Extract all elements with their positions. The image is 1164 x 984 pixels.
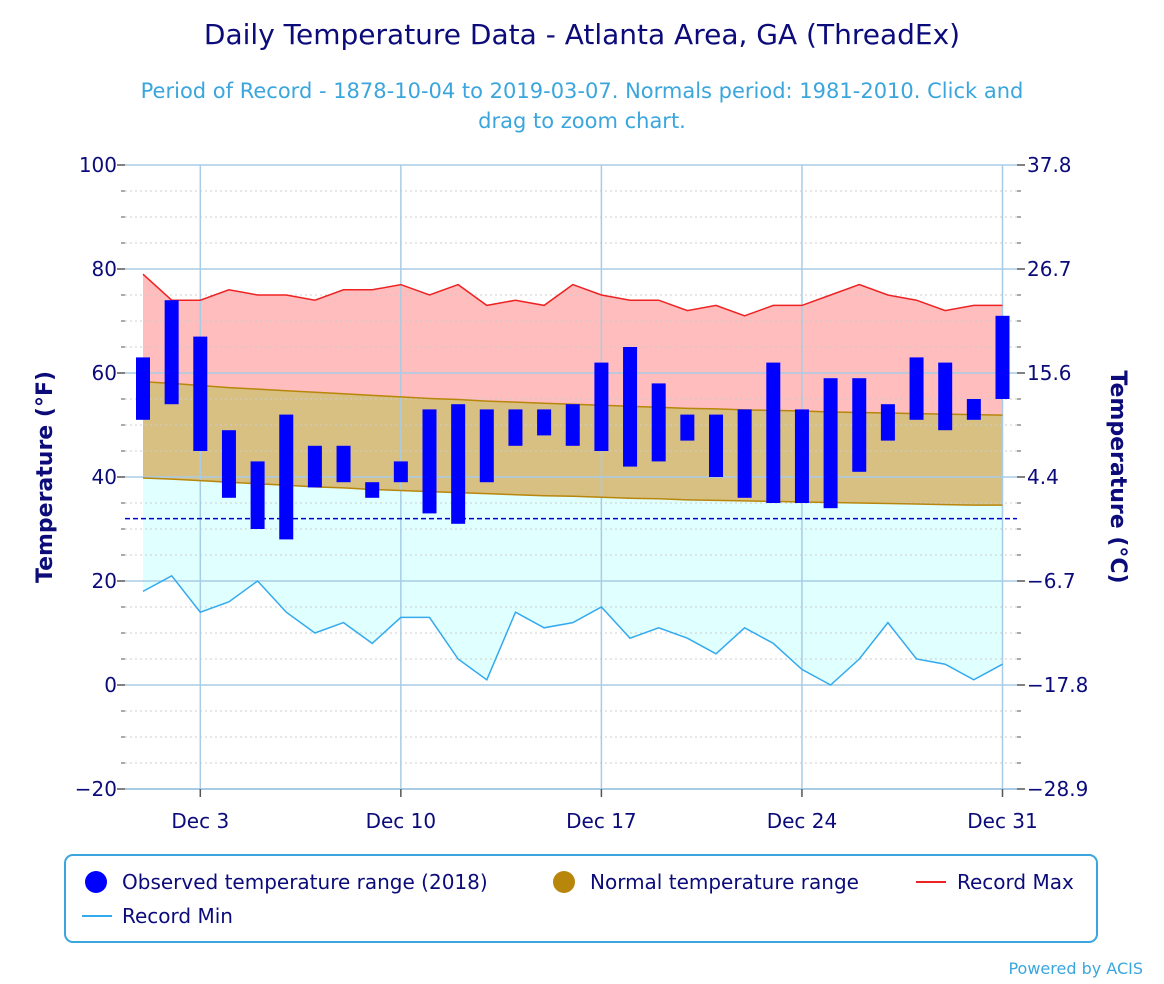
- y-tick-label-fahrenheit: 60: [92, 361, 117, 385]
- legend-item-record-min[interactable]: Record Min: [82, 904, 233, 928]
- observed-range-bar: [221, 430, 236, 498]
- chart-subtitle-line-1: Period of Record - 1878-10-04 to 2019-03…: [141, 79, 1024, 103]
- legend-item-normal[interactable]: Normal temperature range: [553, 870, 859, 894]
- observed-range-bar: [909, 357, 924, 420]
- observed-range-bar: [279, 414, 294, 540]
- y-tick-label-fahrenheit: 20: [92, 569, 117, 593]
- plot-area[interactable]: Dec 3 Dec 10 Dec 17 Dec 24 Dec 31 100 80 60 40 20…: [75, 153, 1089, 833]
- y-tick-label-fahrenheit: 80: [92, 257, 117, 281]
- y-tick-label-celsius: 15.6: [1027, 361, 1072, 385]
- observed-range-bar: [995, 315, 1010, 399]
- record-max-band: [143, 274, 1003, 416]
- observed-range-bar: [852, 378, 867, 472]
- y-tick-label-fahrenheit: −20: [75, 777, 117, 801]
- y-tick-label-celsius: −28.9: [1027, 777, 1088, 801]
- legend-item-observed[interactable]: Observed temperature range (2018): [85, 870, 488, 894]
- y-tick-label-celsius: −6.7: [1027, 569, 1076, 593]
- observed-range-bar: [365, 482, 380, 498]
- observed-range-bar: [250, 461, 265, 529]
- observed-range-bar: [880, 404, 895, 441]
- legend-label-record-min: Record Min: [122, 904, 233, 928]
- legend-box: [64, 854, 1098, 943]
- y-tick-label-celsius: 4.4: [1027, 465, 1059, 489]
- x-tick-label: Dec 10: [366, 809, 437, 833]
- observed-range-bar: [479, 409, 494, 483]
- y-axis-label-celsius: Temperature (°C): [1105, 370, 1130, 583]
- record-max-line: [142, 273, 1003, 317]
- record-min-line: [142, 574, 1003, 686]
- y-tick-label-fahrenheit: 100: [79, 153, 117, 177]
- observed-range-bar: [307, 445, 322, 488]
- x-tick-label: Dec 17: [566, 809, 637, 833]
- credit-link[interactable]: Powered by ACIS: [1008, 959, 1143, 978]
- observed-range-bar: [193, 336, 208, 451]
- legend: Observed temperature range (2018) Normal…: [64, 854, 1098, 943]
- observed-range-bar: [164, 300, 179, 405]
- y-tick-label-fahrenheit: 40: [92, 465, 117, 489]
- observed-range-bar: [794, 409, 809, 503]
- observed-range-bar: [594, 362, 609, 451]
- observed-range-bar: [136, 357, 150, 420]
- y-axis-label-fahrenheit: Temperature (°F): [33, 371, 58, 583]
- observed-range-bar: [393, 461, 408, 483]
- observed-range-bar: [651, 383, 666, 462]
- legend-label-record-max: Record Max: [957, 870, 1074, 894]
- observed-range-bar: [680, 414, 695, 441]
- observed-range-bar: [537, 409, 552, 436]
- observed-range-bar: [565, 404, 580, 446]
- observed-range-bar: [451, 404, 466, 524]
- legend-label-observed: Observed temperature range (2018): [122, 870, 488, 894]
- legend-item-record-max[interactable]: Record Max: [916, 870, 1074, 894]
- y-tick-label-fahrenheit: 0: [104, 673, 117, 697]
- y-tick-label-celsius: 26.7: [1027, 257, 1072, 281]
- observed-range-bar: [422, 409, 437, 514]
- observed-range-bar: [336, 445, 351, 483]
- observed-range-bar: [966, 399, 981, 420]
- legend-label-normal: Normal temperature range: [590, 870, 859, 894]
- x-tick-label: Dec 31: [967, 809, 1038, 833]
- observed-range-bar: [737, 409, 752, 498]
- x-tick-label: Dec 24: [767, 809, 838, 833]
- normal-legend-symbol: [553, 871, 575, 893]
- observed-range-bar: [823, 378, 838, 509]
- x-tick-label: Dec 3: [171, 809, 229, 833]
- observed-range-bar: [938, 362, 953, 431]
- observed-range-bar: [623, 347, 638, 467]
- observed-range-bar: [508, 409, 523, 446]
- chart-title: Daily Temperature Data - Atlanta Area, G…: [204, 18, 960, 51]
- chart-subtitle-line-2: drag to zoom chart.: [478, 109, 686, 133]
- observed-range-bar: [766, 362, 781, 503]
- observed-range-bar: [709, 414, 723, 477]
- y-tick-label-celsius: −17.8: [1027, 673, 1088, 697]
- observed-legend-symbol: [85, 871, 107, 893]
- y-tick-label-celsius: 37.8: [1027, 153, 1072, 177]
